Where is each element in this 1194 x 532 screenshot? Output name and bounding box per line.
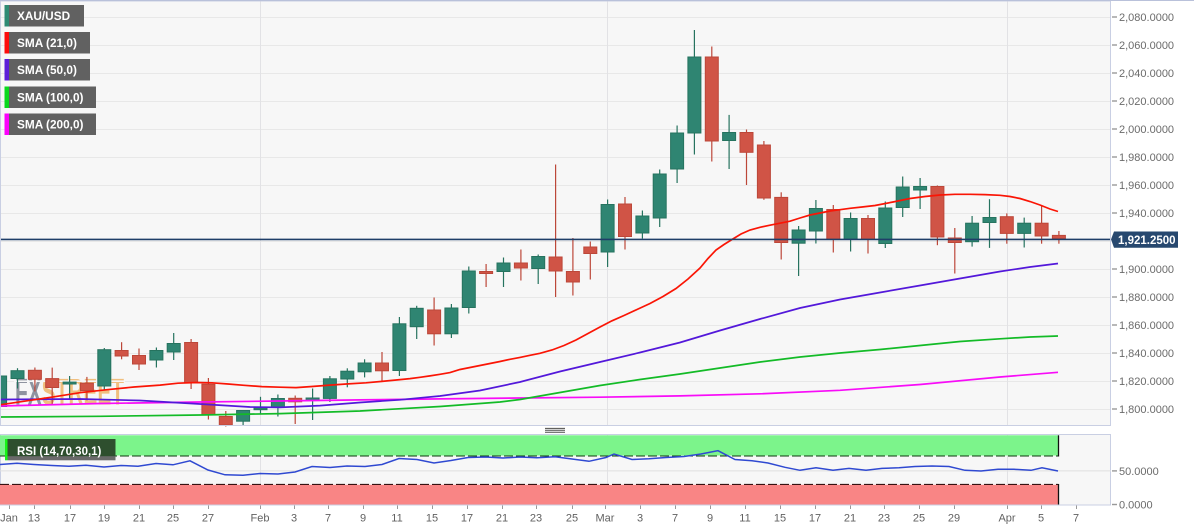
- svg-text:3: 3: [291, 513, 297, 525]
- svg-text:9: 9: [707, 513, 713, 525]
- svg-text:50.0000: 50.0000: [1119, 466, 1159, 478]
- svg-text:25: 25: [167, 513, 179, 525]
- svg-text:0.0000: 0.0000: [1119, 500, 1153, 512]
- svg-text:1,880.0000: 1,880.0000: [1119, 292, 1174, 304]
- svg-text:1,840.0000: 1,840.0000: [1119, 348, 1174, 360]
- svg-text:11: 11: [391, 513, 402, 525]
- svg-text:15: 15: [774, 513, 786, 525]
- svg-text:17: 17: [64, 513, 76, 525]
- svg-text:2,020.0000: 2,020.0000: [1119, 96, 1174, 108]
- svg-text:23: 23: [878, 513, 890, 525]
- svg-text:9: 9: [360, 513, 366, 525]
- svg-text:17: 17: [809, 513, 821, 525]
- svg-text:25: 25: [913, 513, 925, 525]
- svg-text:27: 27: [202, 513, 214, 525]
- svg-text:RSI (14,70,30,1): RSI (14,70,30,1): [17, 446, 102, 458]
- svg-text:SMA (100,0): SMA (100,0): [17, 91, 84, 105]
- svg-text:11: 11: [739, 513, 750, 525]
- svg-text:7: 7: [1073, 513, 1079, 525]
- svg-text:1,800.0000: 1,800.0000: [1119, 404, 1174, 416]
- svg-text:Jan: Jan: [0, 513, 18, 525]
- svg-text:3: 3: [637, 513, 643, 525]
- svg-text:25: 25: [566, 513, 578, 525]
- svg-text:Feb: Feb: [251, 513, 270, 525]
- svg-text:7: 7: [672, 513, 678, 525]
- svg-text:19: 19: [98, 513, 110, 525]
- svg-text:21: 21: [496, 513, 508, 525]
- svg-text:Mar: Mar: [596, 513, 615, 525]
- svg-text:Apr: Apr: [998, 513, 1015, 525]
- svg-text:2,000.0000: 2,000.0000: [1119, 124, 1174, 136]
- svg-text:5: 5: [1038, 513, 1044, 525]
- svg-text:SMA (200,0): SMA (200,0): [17, 118, 84, 132]
- svg-text:21: 21: [133, 513, 145, 525]
- svg-text:21: 21: [844, 513, 856, 525]
- svg-text:13: 13: [28, 513, 40, 525]
- svg-text:1,960.0000: 1,960.0000: [1119, 180, 1174, 192]
- svg-text:1,860.0000: 1,860.0000: [1119, 320, 1174, 332]
- svg-text:1,921.2500: 1,921.2500: [1118, 235, 1176, 247]
- svg-text:SMA (50,0): SMA (50,0): [17, 63, 77, 77]
- svg-text:SMA (21,0): SMA (21,0): [17, 36, 77, 50]
- svg-text:7: 7: [325, 513, 331, 525]
- svg-text:2,040.0000: 2,040.0000: [1119, 68, 1174, 80]
- svg-text:XAU/USD: XAU/USD: [17, 9, 71, 23]
- svg-text:2,060.0000: 2,060.0000: [1119, 40, 1174, 52]
- svg-text:17: 17: [461, 513, 473, 525]
- svg-text:23: 23: [530, 513, 542, 525]
- svg-text:1,980.0000: 1,980.0000: [1119, 152, 1174, 164]
- svg-text:1,940.0000: 1,940.0000: [1119, 208, 1174, 220]
- svg-text:15: 15: [426, 513, 438, 525]
- svg-text:1,900.0000: 1,900.0000: [1119, 264, 1174, 276]
- svg-text:29: 29: [948, 513, 960, 525]
- svg-text:1,820.0000: 1,820.0000: [1119, 376, 1174, 388]
- svg-text:2,080.0000: 2,080.0000: [1119, 12, 1174, 24]
